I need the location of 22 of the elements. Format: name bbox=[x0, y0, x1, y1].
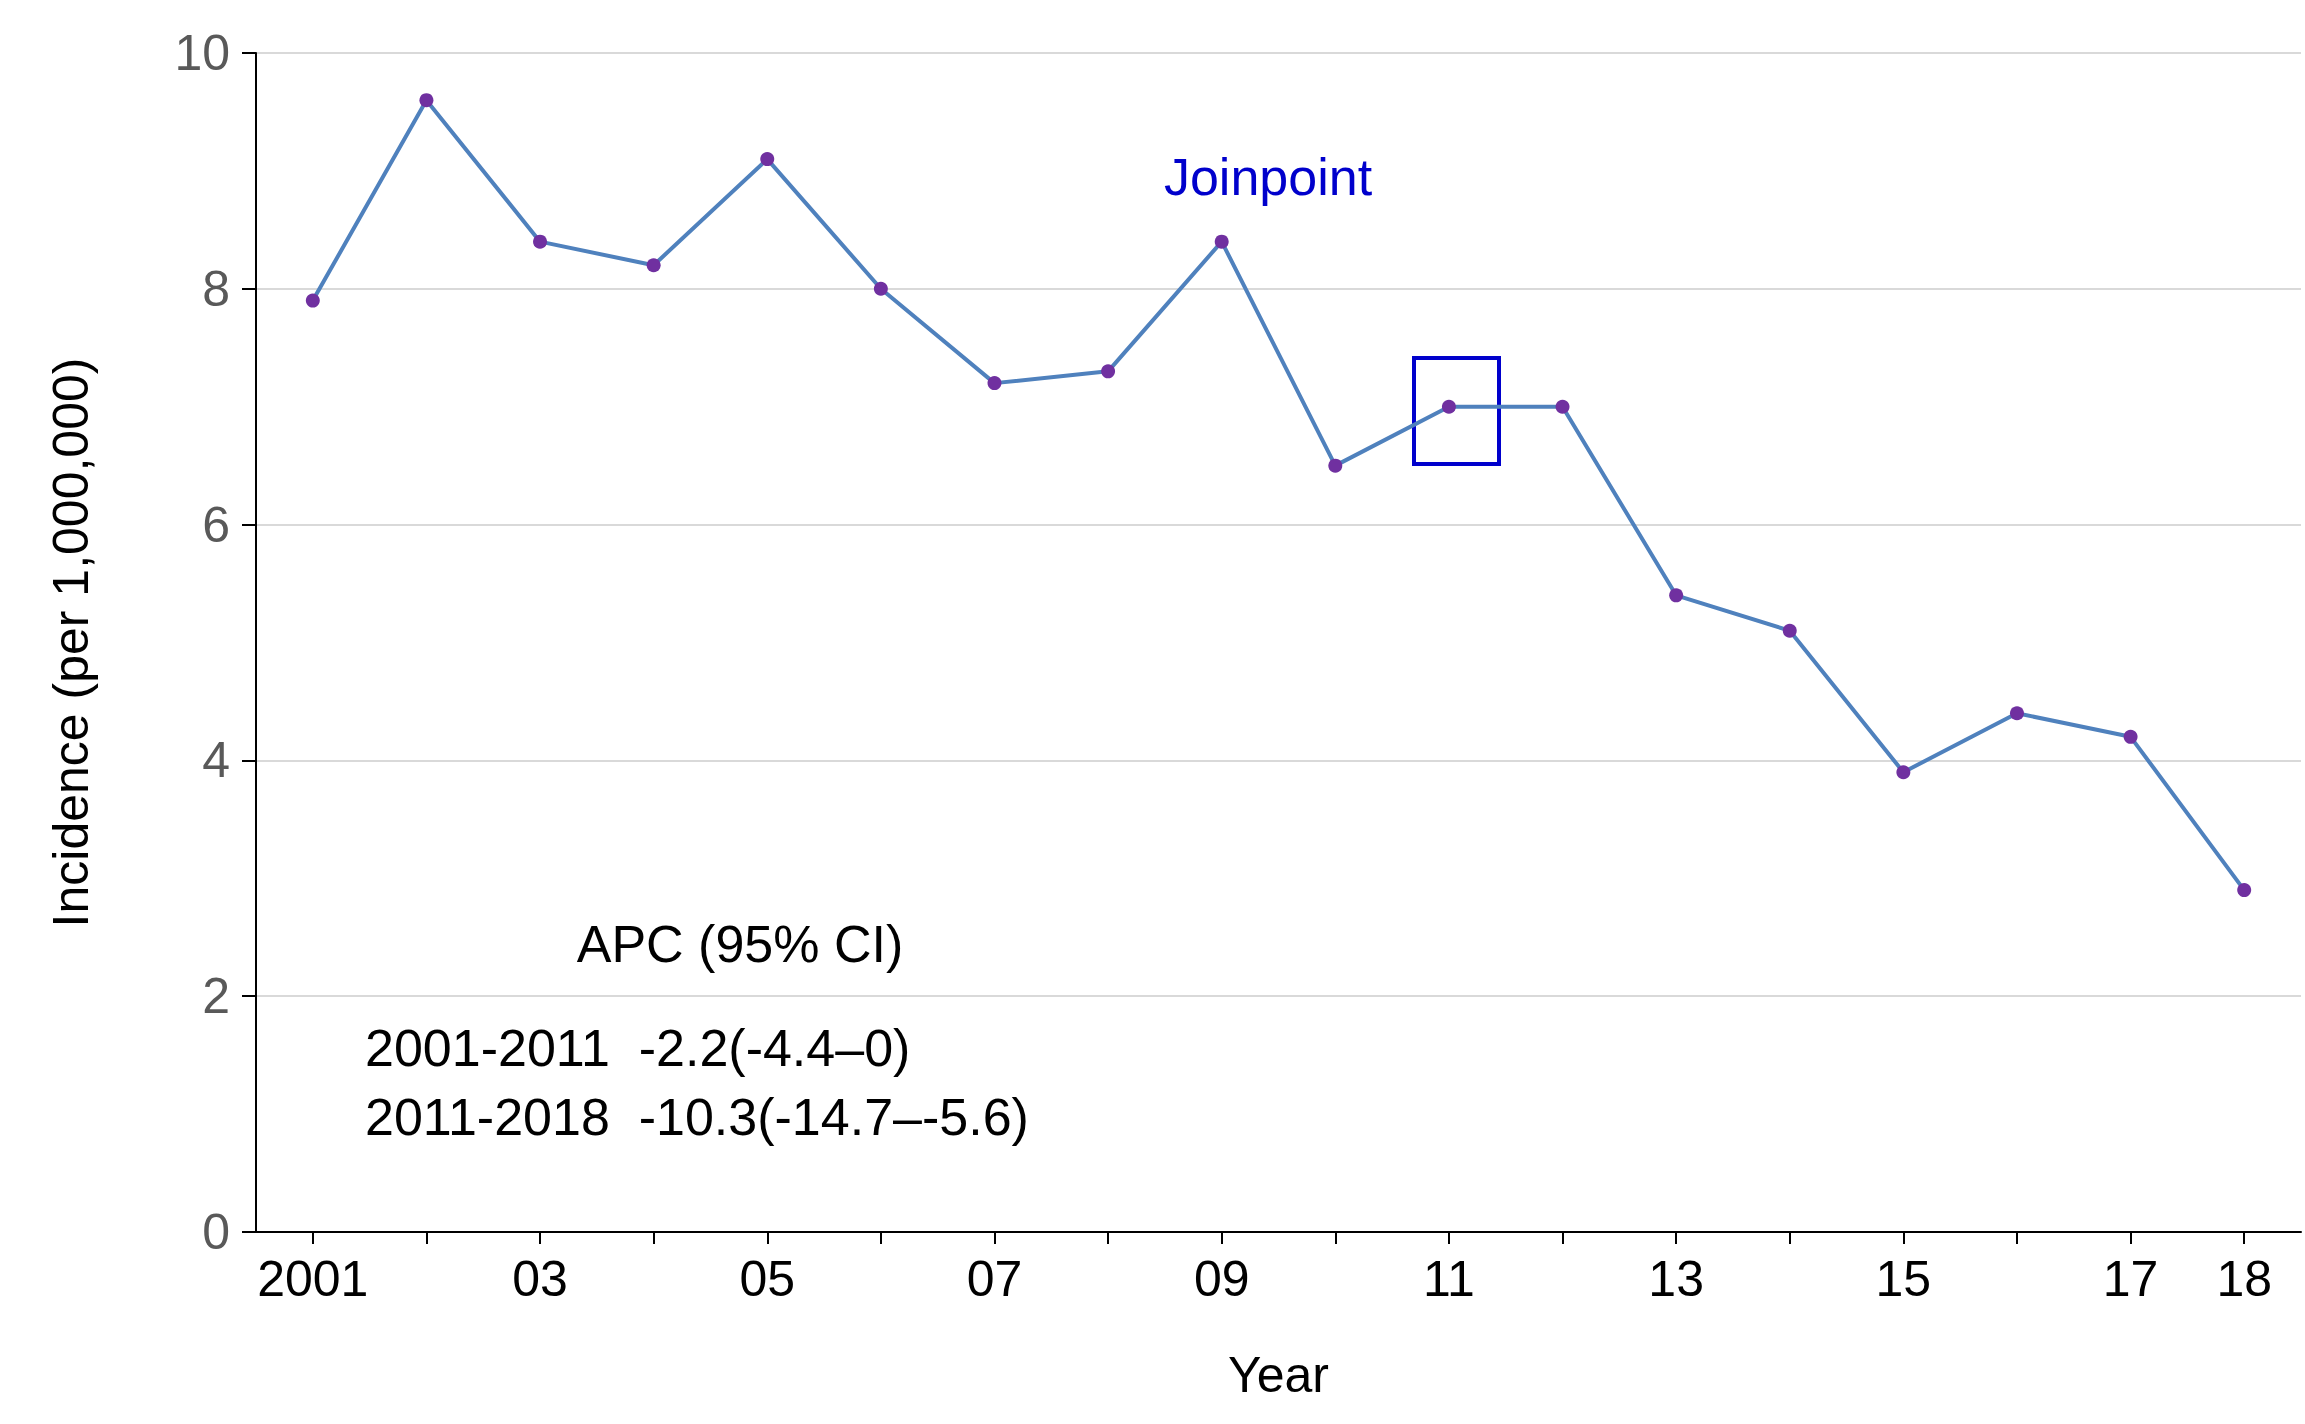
y-tick-label: 8 bbox=[202, 260, 230, 317]
x-tick-label: 17 bbox=[2102, 1251, 2159, 1307]
y-tick-label: 10 bbox=[174, 25, 230, 81]
x-tick-label: 15 bbox=[1875, 1251, 1932, 1307]
y-axis-title: Incidence (per 1,000,000) bbox=[43, 357, 99, 928]
annotation: 2011-2018 -10.3(-14.7–-5.6) bbox=[365, 1088, 1029, 1146]
y-tick-label: 6 bbox=[202, 496, 230, 553]
x-tick-label: 07 bbox=[966, 1251, 1023, 1307]
x-tick-label: 05 bbox=[739, 1251, 796, 1307]
x-axis-title: Year bbox=[1227, 1347, 1330, 1403]
x-tick-label: 13 bbox=[1648, 1251, 1704, 1307]
x-tick-label: 11 bbox=[1422, 1251, 1475, 1307]
annotation: APC (95% CI) bbox=[576, 915, 904, 973]
y-tick-label: 2 bbox=[202, 968, 230, 1025]
x-tick-label: 09 bbox=[1193, 1251, 1250, 1307]
x-tick-label: 03 bbox=[512, 1251, 568, 1307]
x-tick-label: 18 bbox=[2216, 1251, 2273, 1307]
x-tick-label: 2001 bbox=[257, 1251, 369, 1307]
y-tick-label: 4 bbox=[202, 732, 230, 789]
annotation: Joinpoint bbox=[1163, 148, 1373, 206]
y-tick-label: 0 bbox=[202, 1204, 230, 1260]
annotation: 2001-2011 -2.2(-4.4–0) bbox=[365, 1019, 911, 1077]
